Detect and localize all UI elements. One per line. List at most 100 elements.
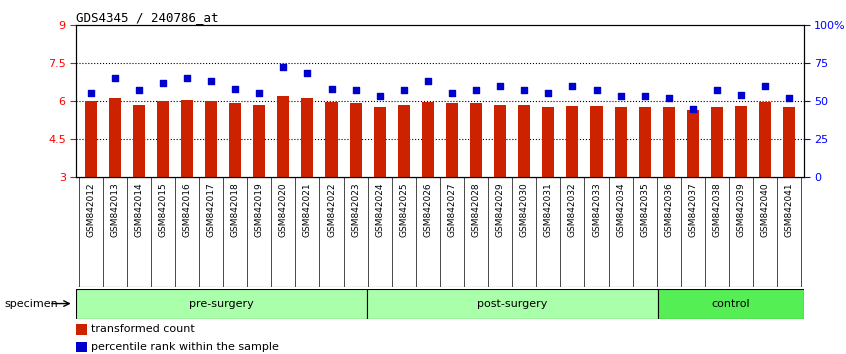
Text: GSM842030: GSM842030: [519, 183, 529, 237]
Bar: [614, 107, 627, 177]
Point: [228, 86, 242, 92]
Point: [638, 93, 651, 99]
Point: [325, 86, 338, 92]
Text: GSM842023: GSM842023: [351, 183, 360, 237]
Bar: [591, 106, 602, 177]
Point: [710, 87, 723, 93]
Text: GSM842040: GSM842040: [761, 183, 770, 237]
Bar: [76, 342, 86, 352]
Text: GSM842034: GSM842034: [616, 183, 625, 237]
Point: [590, 87, 603, 93]
Point: [84, 90, 97, 96]
Point: [614, 93, 628, 99]
Bar: [108, 98, 121, 177]
Bar: [494, 105, 506, 177]
Bar: [181, 99, 193, 177]
Point: [758, 83, 772, 88]
Point: [734, 92, 748, 98]
Point: [493, 83, 507, 88]
Point: [421, 78, 435, 84]
Bar: [759, 102, 772, 177]
Text: GSM842035: GSM842035: [640, 183, 649, 237]
Point: [252, 90, 266, 96]
Point: [277, 64, 290, 70]
Text: post-surgery: post-surgery: [477, 298, 548, 309]
Point: [373, 93, 387, 99]
Bar: [422, 102, 434, 177]
Bar: [374, 107, 386, 177]
Bar: [470, 103, 482, 177]
Point: [686, 105, 700, 111]
Bar: [229, 103, 241, 177]
Point: [445, 90, 459, 96]
Point: [518, 87, 531, 93]
Bar: [567, 106, 579, 177]
Text: GSM842021: GSM842021: [303, 183, 312, 237]
Text: GSM842025: GSM842025: [399, 183, 409, 237]
Text: percentile rank within the sample: percentile rank within the sample: [91, 342, 279, 352]
Text: specimen: specimen: [4, 298, 58, 309]
Text: transformed count: transformed count: [91, 324, 195, 334]
Text: GSM842032: GSM842032: [568, 183, 577, 237]
Bar: [711, 107, 723, 177]
Point: [566, 83, 580, 88]
Bar: [735, 106, 747, 177]
Bar: [639, 107, 651, 177]
Text: GSM842031: GSM842031: [544, 183, 552, 237]
Bar: [398, 105, 409, 177]
Bar: [326, 102, 338, 177]
Point: [300, 71, 314, 76]
Text: GSM842013: GSM842013: [110, 183, 119, 237]
Bar: [446, 103, 458, 177]
Bar: [253, 105, 266, 177]
Bar: [783, 107, 795, 177]
Text: GSM842016: GSM842016: [183, 183, 191, 237]
Text: GSM842012: GSM842012: [86, 183, 95, 237]
Text: GSM842037: GSM842037: [689, 183, 697, 237]
Point: [108, 75, 122, 81]
Bar: [519, 105, 530, 177]
Bar: [85, 101, 96, 177]
Text: GSM842022: GSM842022: [327, 183, 336, 237]
Text: GSM842015: GSM842015: [158, 183, 168, 237]
Bar: [542, 107, 554, 177]
Text: GSM842024: GSM842024: [375, 183, 384, 237]
Bar: [301, 98, 313, 177]
Text: GSM842020: GSM842020: [279, 183, 288, 237]
Text: GSM842019: GSM842019: [255, 183, 264, 237]
Text: pre-surgery: pre-surgery: [190, 298, 254, 309]
Bar: [205, 101, 217, 177]
Text: GSM842027: GSM842027: [448, 183, 457, 237]
Bar: [157, 101, 169, 177]
Text: GSM842018: GSM842018: [231, 183, 239, 237]
Text: GSM842038: GSM842038: [712, 183, 722, 237]
Bar: [367, 289, 658, 319]
Text: GSM842036: GSM842036: [664, 183, 673, 237]
Text: GSM842014: GSM842014: [135, 183, 143, 237]
Text: GSM842026: GSM842026: [423, 183, 432, 237]
Point: [157, 80, 170, 85]
Text: GDS4345 / 240786_at: GDS4345 / 240786_at: [76, 11, 218, 24]
Point: [180, 75, 194, 81]
Bar: [349, 103, 361, 177]
Point: [132, 87, 146, 93]
Bar: [76, 324, 86, 335]
Text: GSM842033: GSM842033: [592, 183, 601, 237]
Point: [470, 87, 483, 93]
Bar: [662, 107, 675, 177]
Point: [349, 87, 362, 93]
Point: [204, 78, 217, 84]
Point: [783, 95, 796, 101]
Text: GSM842029: GSM842029: [496, 183, 505, 237]
Text: GSM842039: GSM842039: [737, 183, 745, 237]
Point: [541, 90, 555, 96]
Bar: [277, 96, 289, 177]
Bar: [658, 289, 804, 319]
Bar: [133, 105, 145, 177]
Bar: [76, 289, 367, 319]
Point: [662, 95, 676, 101]
Text: GSM842017: GSM842017: [206, 183, 216, 237]
Text: control: control: [711, 298, 750, 309]
Text: GSM842028: GSM842028: [471, 183, 481, 237]
Text: GSM842041: GSM842041: [785, 183, 794, 237]
